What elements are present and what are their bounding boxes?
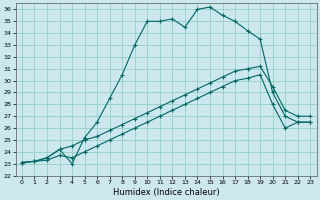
X-axis label: Humidex (Indice chaleur): Humidex (Indice chaleur) <box>113 188 220 197</box>
